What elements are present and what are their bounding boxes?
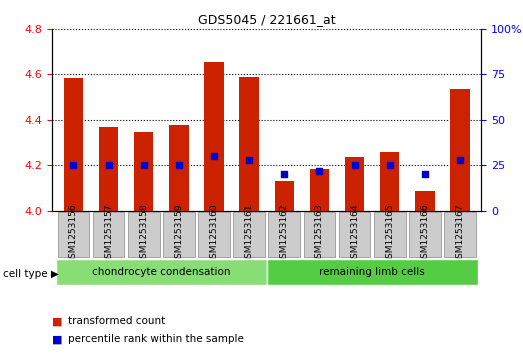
- FancyBboxPatch shape: [304, 212, 335, 257]
- Point: [385, 162, 394, 168]
- Text: GSM1253167: GSM1253167: [456, 204, 464, 265]
- FancyBboxPatch shape: [93, 212, 124, 257]
- Text: percentile rank within the sample: percentile rank within the sample: [68, 334, 244, 344]
- Text: transformed count: transformed count: [68, 316, 165, 326]
- Text: cell type ▶: cell type ▶: [3, 269, 59, 279]
- Point: [420, 171, 429, 177]
- Point: [210, 153, 218, 159]
- FancyBboxPatch shape: [233, 212, 265, 257]
- Point: [245, 157, 253, 163]
- Text: GSM1253166: GSM1253166: [420, 204, 429, 265]
- Text: GSM1253159: GSM1253159: [174, 204, 184, 265]
- Text: ■: ■: [52, 316, 63, 326]
- FancyBboxPatch shape: [339, 212, 370, 257]
- FancyBboxPatch shape: [374, 212, 405, 257]
- Bar: [345, 157, 365, 211]
- FancyBboxPatch shape: [198, 212, 230, 257]
- Text: GSM1253158: GSM1253158: [139, 204, 148, 265]
- Bar: [380, 152, 400, 211]
- Bar: [134, 132, 153, 211]
- Bar: [415, 191, 435, 211]
- Text: remaining limb cells: remaining limb cells: [320, 267, 425, 277]
- Text: GSM1253161: GSM1253161: [245, 204, 254, 265]
- Title: GDS5045 / 221661_at: GDS5045 / 221661_at: [198, 13, 336, 26]
- FancyBboxPatch shape: [268, 212, 300, 257]
- Bar: [204, 62, 224, 211]
- FancyBboxPatch shape: [56, 259, 267, 285]
- Text: GSM1253160: GSM1253160: [210, 204, 219, 265]
- Bar: [240, 77, 259, 211]
- Text: chondrocyte condensation: chondrocyte condensation: [92, 267, 231, 277]
- Bar: [275, 181, 294, 211]
- Point: [280, 171, 289, 177]
- Bar: [450, 89, 470, 211]
- FancyBboxPatch shape: [267, 259, 477, 285]
- Point: [456, 157, 464, 163]
- Point: [140, 162, 148, 168]
- Point: [69, 162, 77, 168]
- Point: [350, 162, 359, 168]
- Text: GSM1253164: GSM1253164: [350, 204, 359, 264]
- Point: [105, 162, 113, 168]
- Bar: [99, 127, 118, 211]
- Bar: [169, 126, 188, 211]
- Text: GSM1253157: GSM1253157: [104, 204, 113, 265]
- FancyBboxPatch shape: [409, 212, 441, 257]
- Text: GSM1253162: GSM1253162: [280, 204, 289, 264]
- FancyBboxPatch shape: [444, 212, 476, 257]
- FancyBboxPatch shape: [163, 212, 195, 257]
- Text: GSM1253165: GSM1253165: [385, 204, 394, 265]
- FancyBboxPatch shape: [128, 212, 160, 257]
- Text: GSM1253156: GSM1253156: [69, 204, 78, 265]
- FancyBboxPatch shape: [58, 212, 89, 257]
- Text: GSM1253163: GSM1253163: [315, 204, 324, 265]
- Bar: [64, 78, 83, 211]
- Point: [315, 168, 324, 174]
- Point: [175, 162, 183, 168]
- Bar: [310, 168, 329, 211]
- Text: ■: ■: [52, 334, 63, 344]
